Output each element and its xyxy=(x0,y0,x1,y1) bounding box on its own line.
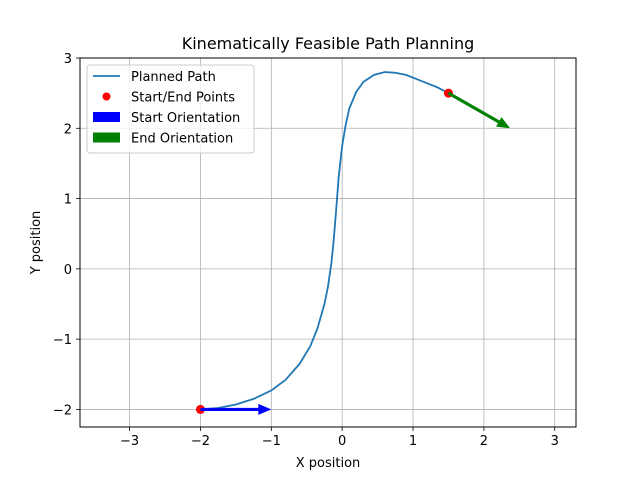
grid-lines xyxy=(80,57,576,427)
x-tick-label: 3 xyxy=(551,434,559,449)
planned-path-line xyxy=(199,71,450,411)
legend: Planned Path Start/End Points Start Orient… xyxy=(86,64,255,154)
path-point-marker xyxy=(195,404,205,414)
axis-ticks: −3 −2 −1 0 1 2 3 −2 −1 0 1 2 3 xyxy=(53,52,559,449)
orientation-arrow xyxy=(200,403,272,415)
legend-label: End Orientation xyxy=(131,132,233,147)
legend-patch-swatch xyxy=(93,132,120,143)
y-tick-label: 0 xyxy=(64,263,72,278)
legend-label: Start/End Points xyxy=(131,91,235,106)
x-axis-label: X position xyxy=(296,456,361,471)
y-tick-label: 2 xyxy=(64,122,72,137)
y-axis-label: Y position xyxy=(29,211,44,276)
plot-frame xyxy=(79,57,577,428)
x-tick-label: −3 xyxy=(120,434,139,449)
x-tick-label: 1 xyxy=(409,434,417,449)
plot-data xyxy=(195,71,511,415)
x-tick-label: −1 xyxy=(262,434,281,449)
chart-title: Kinematically Feasible Path Planning xyxy=(182,34,475,53)
x-tick-label: 0 xyxy=(338,434,346,449)
legend-box xyxy=(86,64,255,154)
y-tick-label: 3 xyxy=(64,52,72,67)
legend-label: Planned Path xyxy=(131,70,216,85)
y-tick-label: 1 xyxy=(64,193,72,208)
x-tick-label: −2 xyxy=(191,434,210,449)
x-tick-label: 2 xyxy=(480,434,488,449)
y-tick-label: −2 xyxy=(53,403,72,418)
legend-patch-swatch xyxy=(93,112,120,122)
legend-marker-swatch xyxy=(102,92,111,101)
orientation-arrow xyxy=(447,91,511,129)
legend-label: Start Orientation xyxy=(131,111,240,126)
y-tick-label: −1 xyxy=(53,333,72,348)
